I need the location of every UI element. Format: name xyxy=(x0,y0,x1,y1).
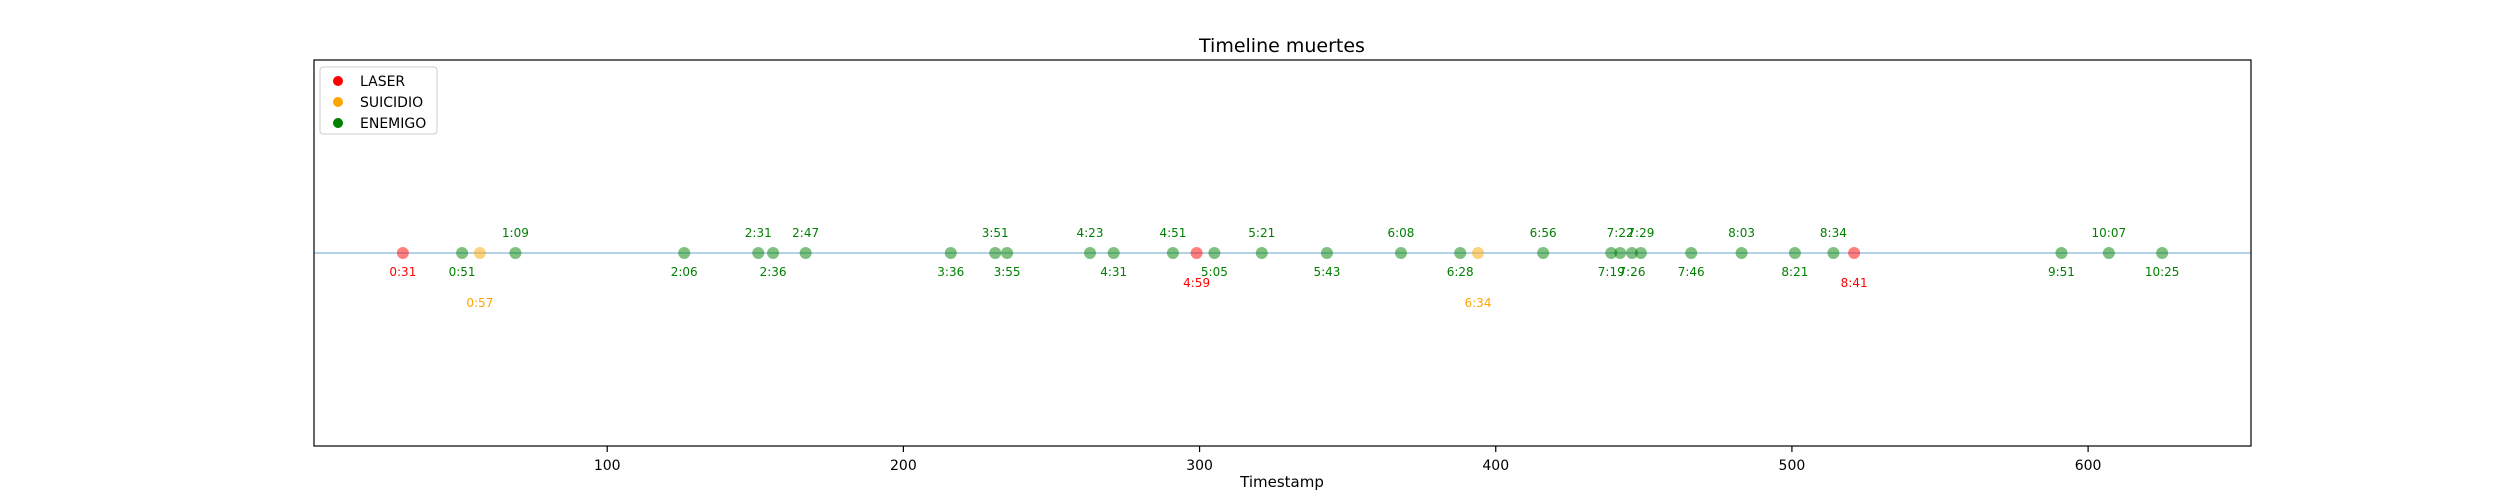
marker-enemigo xyxy=(1001,247,1014,259)
legend-box xyxy=(319,66,438,135)
legend-label: LASER xyxy=(360,74,405,90)
annotation-laser: 4:59 xyxy=(1183,276,1210,290)
chart-title: Timeline muertes xyxy=(1198,35,1365,57)
marker-enemigo xyxy=(1634,247,1647,259)
annotation-enemigo: 10:25 xyxy=(2145,265,2180,279)
annotation-enemigo: 0:51 xyxy=(449,265,476,279)
annotation-enemigo: 9:51 xyxy=(2048,265,2075,279)
annotation-enemigo: 6:56 xyxy=(1530,226,1557,240)
marker-laser xyxy=(1848,247,1861,259)
marker-enemigo xyxy=(678,247,691,259)
annotation-enemigo: 2:47 xyxy=(792,226,819,240)
marker-enemigo xyxy=(1394,247,1407,259)
marker-enemigo xyxy=(1788,247,1801,259)
marker-enemigo xyxy=(1166,247,1179,259)
marker-enemigo xyxy=(752,247,765,259)
marker-enemigo xyxy=(2055,247,2068,259)
annotation-enemigo: 8:21 xyxy=(1781,265,1808,279)
legend-label: ENEMIGO xyxy=(360,116,426,132)
x-tick-label: 400 xyxy=(1482,458,1509,474)
annotation-enemigo: 8:03 xyxy=(1728,226,1755,240)
annotation-enemigo: 8:34 xyxy=(1820,226,1847,240)
annotation-enemigo: 3:36 xyxy=(937,265,964,279)
annotation-enemigo: 7:19 xyxy=(1598,265,1625,279)
x-tick-label: 500 xyxy=(1779,458,1806,474)
x-axis-ticks: 100 200 300 400 500 600 xyxy=(594,446,2102,474)
annotation-enemigo: 2:06 xyxy=(671,265,698,279)
data-markers xyxy=(396,247,2169,259)
marker-suicidio xyxy=(1471,247,1484,259)
annotation-enemigo: 2:36 xyxy=(760,265,787,279)
legend-marker xyxy=(333,97,343,107)
marker-laser xyxy=(1190,247,1203,259)
legend-marker xyxy=(333,118,343,128)
marker-enemigo xyxy=(509,247,522,259)
plot-frame xyxy=(313,59,2252,447)
annotation-enemigo: 7:46 xyxy=(1678,265,1705,279)
annotation-enemigo: 4:51 xyxy=(1159,226,1186,240)
marker-enemigo xyxy=(767,247,780,259)
marker-enemigo xyxy=(1685,247,1698,259)
marker-enemigo xyxy=(1255,247,1268,259)
annotation-enemigo: 10:07 xyxy=(2092,226,2127,240)
marker-enemigo xyxy=(989,247,1002,259)
annotation-enemigo: 7:29 xyxy=(1627,226,1654,240)
marker-enemigo xyxy=(1454,247,1467,259)
annotation-enemigo: 6:08 xyxy=(1387,226,1414,240)
marker-enemigo xyxy=(1625,247,1638,259)
marker-enemigo xyxy=(1083,247,1096,259)
marker-enemigo xyxy=(1107,247,1120,259)
annotation-labels: 0:31 4:59 8:41 0:57 6:34 0:51 1:09 2:06 2:31 2:36… xyxy=(389,226,2179,310)
annotation-enemigo: 1:09 xyxy=(502,226,529,240)
marker-enemigo xyxy=(799,247,812,259)
marker-enemigo xyxy=(1208,247,1221,259)
legend-label: SUICIDIO xyxy=(360,95,423,111)
marker-enemigo xyxy=(1735,247,1748,259)
annotation-enemigo: 3:55 xyxy=(994,265,1021,279)
x-tick-label: 100 xyxy=(594,458,621,474)
annotation-enemigo: 7:26 xyxy=(1619,265,1646,279)
marker-enemigo xyxy=(1537,247,1550,259)
legend-marker xyxy=(333,76,343,86)
x-tick-label: 200 xyxy=(890,458,917,474)
plot-area: 100 200 300 400 500 600 0:314:59 8:410:57 6:340… xyxy=(313,59,2252,474)
annotation-suicidio: 6:34 xyxy=(1465,296,1492,310)
marker-enemigo xyxy=(2102,247,2115,259)
marker-enemigo xyxy=(944,247,957,259)
annotation-enemigo: 5:21 xyxy=(1248,226,1275,240)
marker-enemigo xyxy=(1605,247,1618,259)
annotation-enemigo: 2:31 xyxy=(745,226,772,240)
annotation-enemigo: 5:05 xyxy=(1201,265,1228,279)
annotation-suicidio: 0:57 xyxy=(466,296,493,310)
marker-enemigo xyxy=(2156,247,2169,259)
x-axis-label: Timestamp xyxy=(1239,473,1324,491)
marker-suicidio xyxy=(473,247,486,259)
marker-enemigo xyxy=(1827,247,1840,259)
annotation-laser: 0:31 xyxy=(389,265,416,279)
annotation-enemigo: 5:43 xyxy=(1313,265,1340,279)
marker-enemigo xyxy=(1614,247,1627,259)
annotation-enemigo: 6:28 xyxy=(1447,265,1474,279)
legend: LASER SUICIDIO ENEMIGO xyxy=(319,66,438,135)
annotation-enemigo: 4:31 xyxy=(1100,265,1127,279)
annotation-enemigo: 7:22 xyxy=(1607,226,1634,240)
x-tick-label: 300 xyxy=(1186,458,1213,474)
marker-enemigo xyxy=(456,247,469,259)
annotation-laser: 8:41 xyxy=(1841,276,1868,290)
marker-laser xyxy=(396,247,409,259)
annotation-enemigo: 4:23 xyxy=(1077,226,1104,240)
annotation-enemigo: 3:51 xyxy=(982,226,1009,240)
x-tick-label: 600 xyxy=(2075,458,2102,474)
marker-enemigo xyxy=(1320,247,1333,259)
